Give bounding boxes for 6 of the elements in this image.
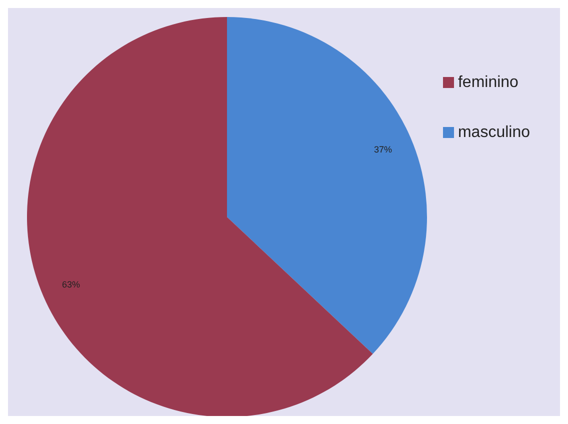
- data-label: 63%: [62, 280, 80, 290]
- legend-label: feminino: [458, 74, 518, 91]
- pie-slice: [227, 17, 427, 354]
- legend-label: masculino: [458, 124, 530, 141]
- data-label: 37%: [374, 144, 392, 154]
- pie-slice: [27, 17, 373, 416]
